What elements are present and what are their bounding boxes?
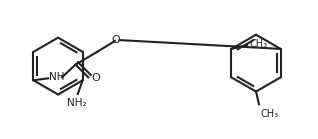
Text: CH₃: CH₃ — [261, 109, 279, 119]
Text: O: O — [91, 73, 100, 83]
Text: O: O — [111, 35, 120, 45]
Text: NH₂: NH₂ — [67, 98, 86, 108]
Text: NH: NH — [49, 72, 65, 82]
Text: CH₃: CH₃ — [249, 39, 267, 49]
